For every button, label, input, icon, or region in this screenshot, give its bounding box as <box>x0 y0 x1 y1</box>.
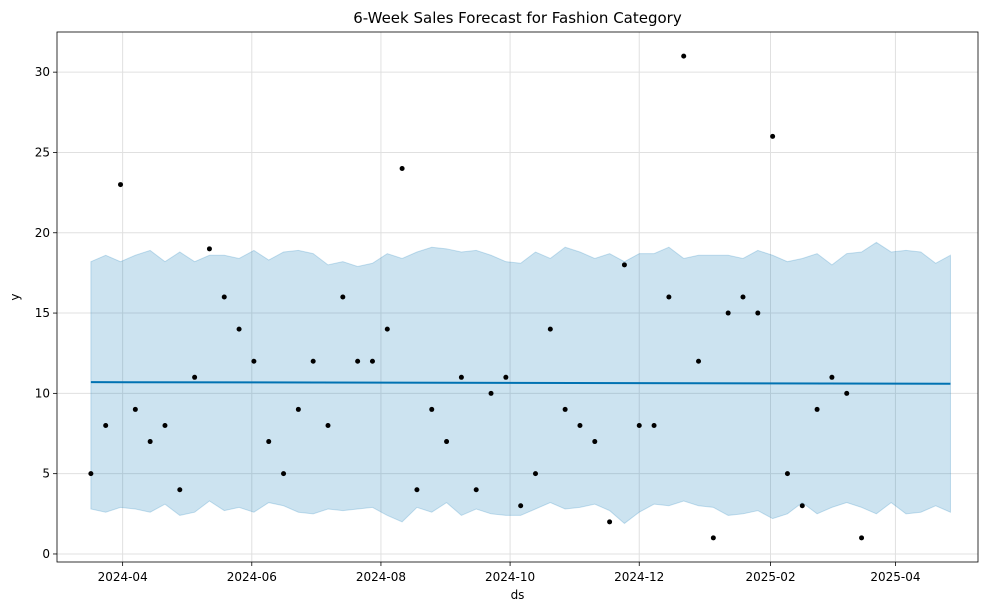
y-tick-label: 25 <box>35 145 50 159</box>
actual-point <box>607 519 613 525</box>
actual-point <box>340 294 346 300</box>
actual-point <box>310 358 316 364</box>
actual-point <box>355 358 361 364</box>
x-tick-label: 2025-02 <box>745 570 795 584</box>
actual-point <box>295 406 301 412</box>
actual-point <box>369 358 375 364</box>
actual-point <box>384 326 390 332</box>
actual-point <box>177 487 183 493</box>
actual-point <box>251 358 257 364</box>
actual-point <box>725 310 731 316</box>
actual-point <box>503 374 509 380</box>
actual-point <box>444 439 450 445</box>
chart-title: 6-Week Sales Forecast for Fashion Catego… <box>353 9 682 27</box>
actual-point <box>414 487 420 493</box>
actual-point <box>577 422 583 428</box>
actual-point <box>547 326 553 332</box>
actual-point <box>103 422 109 428</box>
actual-point <box>236 326 242 332</box>
actual-point <box>666 294 672 300</box>
actual-point <box>473 487 479 493</box>
y-tick-label: 20 <box>35 226 50 240</box>
actual-point <box>132 406 138 412</box>
actual-point <box>784 471 790 477</box>
forecast-line-layer <box>90 381 951 385</box>
actual-point <box>488 390 494 396</box>
grid-layer <box>57 32 978 562</box>
actual-points-layer <box>88 53 865 541</box>
y-axis-label: y <box>8 293 22 300</box>
x-axis-label: ds <box>511 588 525 602</box>
actual-point <box>518 503 524 509</box>
actual-point <box>192 374 198 380</box>
actual-point <box>429 406 435 412</box>
x-tick-label: 2024-12 <box>614 570 664 584</box>
x-tick-label: 2024-04 <box>98 570 148 584</box>
actual-point <box>770 133 776 139</box>
actual-point <box>710 535 716 541</box>
forecast-line <box>90 381 951 385</box>
actual-point <box>681 53 687 59</box>
x-tick-label: 2024-06 <box>227 570 277 584</box>
actual-point <box>562 406 568 412</box>
actual-point <box>532 471 538 477</box>
actual-point <box>266 439 272 445</box>
actual-point <box>621 262 627 268</box>
actual-point <box>325 422 331 428</box>
actual-point <box>88 471 94 477</box>
y-tick-label: 0 <box>42 547 50 561</box>
y-tick-label: 5 <box>42 467 50 481</box>
actual-point <box>814 406 820 412</box>
x-tick-label: 2024-10 <box>485 570 535 584</box>
actual-point <box>859 535 865 541</box>
tick-layer: 2024-04 2024-06 2024-08 2024-10 2024-12 2025-… <box>35 65 921 584</box>
x-tick-label: 2024-08 <box>356 570 406 584</box>
y-tick-label: 15 <box>35 306 50 320</box>
actual-point <box>399 166 405 172</box>
actual-point <box>636 422 642 428</box>
actual-point <box>799 503 805 509</box>
actual-point <box>755 310 761 316</box>
y-tick-label: 10 <box>35 386 50 400</box>
actual-point <box>162 422 168 428</box>
x-tick-label: 2025-04 <box>870 570 920 584</box>
actual-point <box>592 439 598 445</box>
plot-frame <box>56 31 979 563</box>
y-tick-label: 30 <box>35 65 50 79</box>
actual-point <box>844 390 850 396</box>
actual-point <box>147 439 153 445</box>
actual-point <box>281 471 287 477</box>
actual-point <box>206 246 212 252</box>
actual-point <box>740 294 746 300</box>
actual-point <box>458 374 464 380</box>
actual-point <box>651 422 657 428</box>
actual-point <box>221 294 227 300</box>
actual-point <box>829 374 835 380</box>
actual-point <box>696 358 702 364</box>
actual-point <box>118 182 124 188</box>
